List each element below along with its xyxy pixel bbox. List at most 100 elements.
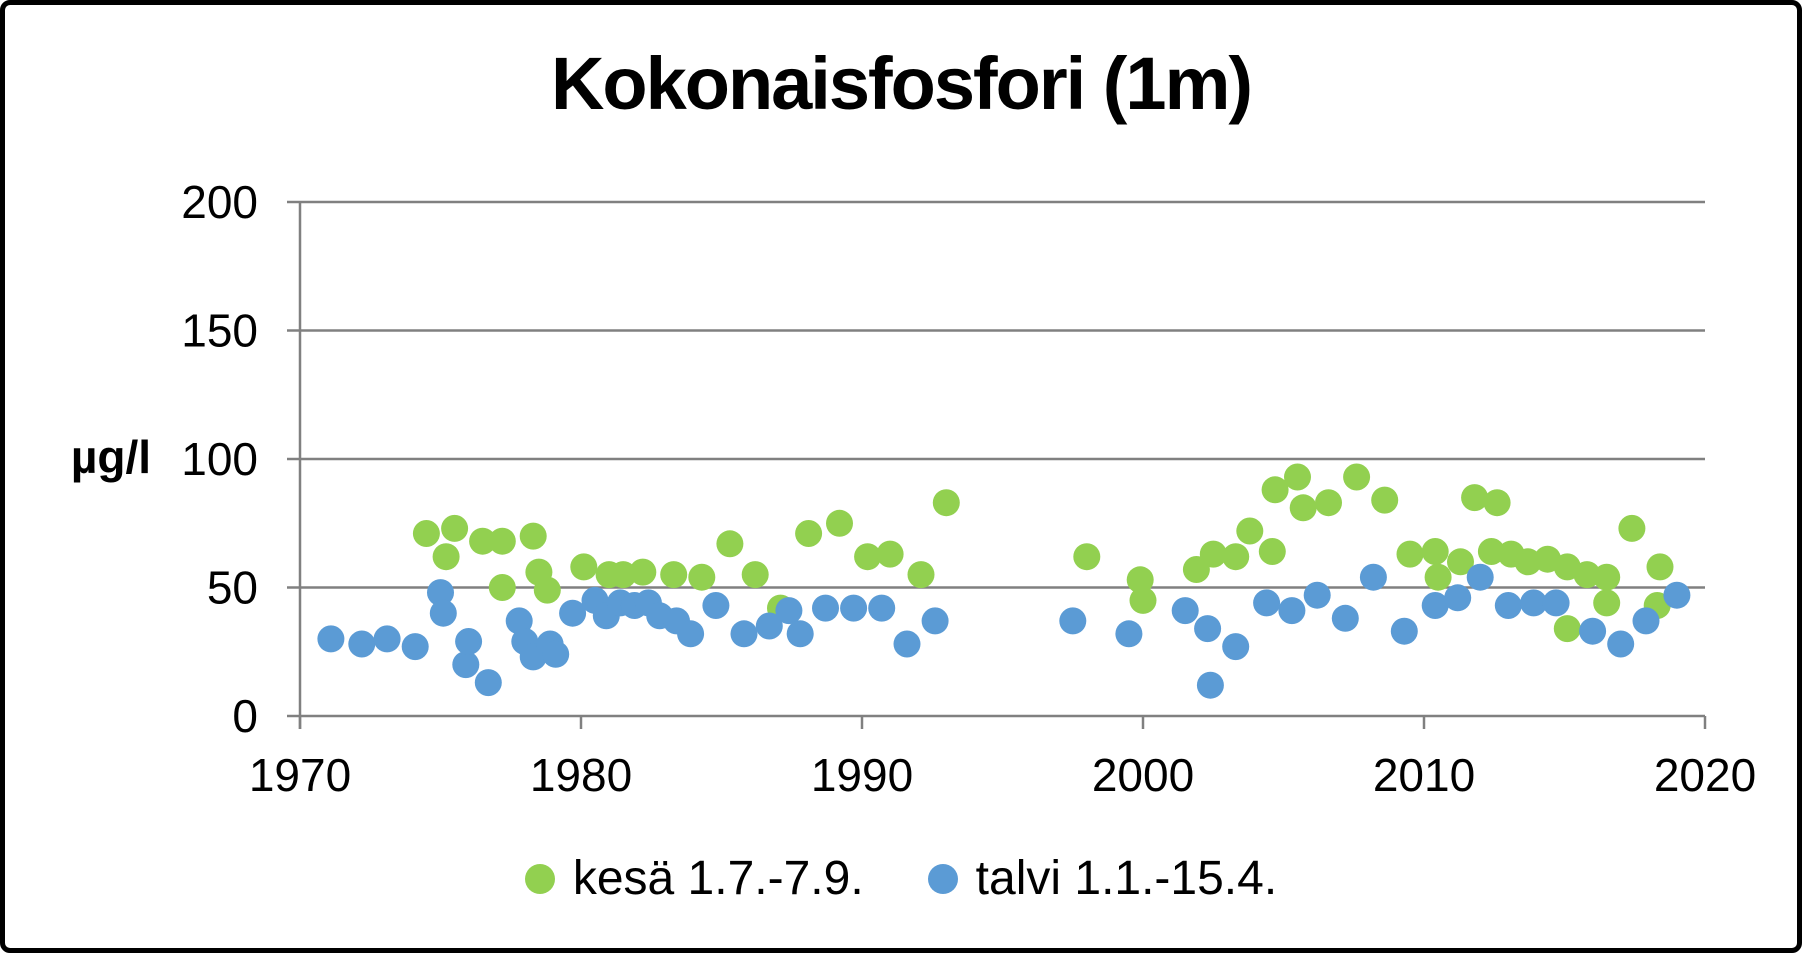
data-point-summer	[1315, 489, 1342, 517]
data-point-summer	[1073, 543, 1101, 571]
y-tick-label-0: 0	[232, 690, 258, 742]
data-point-winter	[1579, 617, 1607, 645]
data-point-summer	[716, 530, 744, 558]
data-point-winter	[840, 594, 868, 622]
data-point-winter	[893, 630, 921, 658]
data-point-winter	[559, 599, 587, 627]
data-point-summer	[1573, 561, 1601, 589]
data-point-summer	[412, 520, 440, 547]
data-point-summer	[795, 520, 823, 547]
y-tick-label-150: 150	[181, 305, 258, 357]
data-point-summer	[1236, 517, 1264, 545]
data-point-winter	[702, 592, 730, 619]
data-point-summer	[570, 553, 598, 581]
data-point-winter	[1444, 584, 1472, 612]
legend-summer-label: kesä 1.7.-7.9.	[572, 852, 864, 905]
data-point-winter	[868, 594, 896, 622]
data-point-summer	[1421, 538, 1449, 565]
x-tick-label-1970: 1970	[249, 749, 351, 801]
data-point-winter	[1542, 589, 1570, 617]
data-point-winter	[1059, 607, 1087, 635]
data-point-summer	[519, 522, 547, 550]
x-tick-label-2000: 2000	[1092, 749, 1194, 801]
summer-series-marker-icon	[524, 863, 555, 894]
data-point-summer	[432, 543, 460, 571]
x-tick-label-1980: 1980	[530, 749, 632, 801]
data-point-winter	[1421, 592, 1449, 619]
data-point-summer	[1461, 484, 1489, 512]
legend: kesä 1.7.-7.9. talvi 1.1.-15.4.	[5, 851, 1797, 906]
data-point-summer	[1646, 553, 1674, 581]
data-point-summer	[1289, 494, 1317, 522]
data-point-winter	[1466, 563, 1494, 591]
data-point-summer	[1483, 489, 1511, 517]
legend-item-summer: kesä 1.7.-7.9.	[524, 851, 864, 906]
y-tick-label-50: 50	[207, 562, 258, 614]
data-point-winter	[755, 612, 783, 640]
data-point-winter	[1222, 633, 1250, 661]
data-point-summer	[469, 527, 497, 555]
data-point-summer	[533, 576, 561, 604]
data-point-winter	[1196, 671, 1224, 699]
data-point-summer	[1371, 486, 1399, 514]
data-point-winter	[542, 640, 570, 668]
data-point-winter	[348, 630, 376, 658]
data-point-summer	[1447, 548, 1474, 576]
data-point-winter	[401, 633, 429, 661]
data-point-winter	[317, 625, 345, 653]
chart-title: Kokonaisfosfori (1m)	[550, 42, 1253, 125]
data-point-summer	[688, 563, 716, 591]
data-point-winter	[429, 599, 457, 627]
data-point-summer	[488, 527, 516, 555]
data-point-winter	[1494, 592, 1522, 619]
data-point-winter	[812, 594, 839, 622]
legend-winter-label: talvi 1.1.-15.4.	[975, 852, 1278, 905]
data-point-winter	[921, 607, 949, 635]
data-point-winter	[786, 620, 814, 648]
y-axis-title: µg/l	[70, 431, 152, 483]
data-point-winter	[1115, 620, 1143, 648]
data-point-summer	[741, 561, 769, 589]
data-point-winter	[1278, 597, 1306, 625]
data-point-summer	[660, 561, 688, 589]
data-point-summer	[1424, 563, 1452, 591]
data-point-winter	[1303, 581, 1331, 609]
data-point-summer	[629, 558, 657, 586]
data-point-winter	[1171, 597, 1199, 625]
data-point-winter	[1607, 630, 1635, 658]
data-point-summer	[932, 489, 960, 517]
data-point-summer	[1284, 463, 1311, 491]
winter-series-marker-icon	[927, 863, 958, 894]
data-point-summer	[1126, 566, 1154, 594]
data-point-summer	[1553, 615, 1581, 643]
data-point-winter	[1663, 581, 1691, 609]
scatter-plot-area: 0 50 100 150 200 1970 1980 1990 2000 2010 2020	[181, 176, 1756, 801]
data-point-summer	[1199, 540, 1227, 568]
x-tick-label-2020: 2020	[1654, 749, 1756, 801]
data-point-summer	[876, 540, 904, 568]
data-point-summer	[1477, 538, 1505, 565]
data-point-winter	[1390, 617, 1418, 645]
data-point-winter	[1632, 607, 1660, 635]
legend-item-winter: talvi 1.1.-15.4.	[927, 851, 1278, 906]
data-point-summer	[854, 543, 882, 571]
data-point-winter	[1520, 589, 1548, 617]
x-tick-label-1990: 1990	[811, 749, 913, 801]
data-point-summer	[1261, 476, 1289, 504]
data-point-summer	[1593, 563, 1621, 591]
data-point-winter	[474, 669, 502, 697]
data-point-summer	[1514, 548, 1542, 576]
data-point-winter	[677, 620, 705, 648]
y-tick-label-200: 200	[181, 176, 258, 228]
data-point-winter	[427, 579, 454, 607]
data-point-winter	[1331, 604, 1359, 632]
data-point-winter	[452, 651, 480, 679]
data-point-summer	[1396, 540, 1424, 568]
data-point-summer	[826, 509, 853, 537]
data-point-winter	[1359, 563, 1387, 591]
data-point-winter	[455, 628, 483, 655]
data-point-winter	[775, 597, 803, 625]
y-tick-label-100: 100	[181, 433, 258, 485]
data-point-summer	[1618, 514, 1646, 542]
data-point-summer	[1222, 543, 1250, 571]
